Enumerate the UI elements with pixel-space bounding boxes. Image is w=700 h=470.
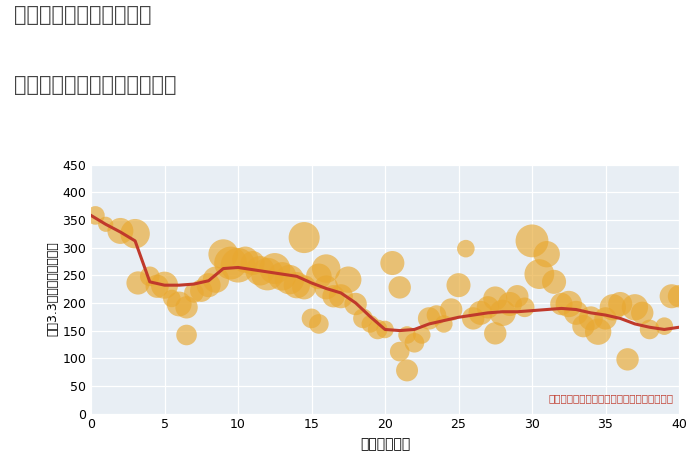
Point — [159, 282, 170, 289]
Point — [298, 234, 309, 241]
Point — [365, 320, 376, 328]
Text: 築年数別中古マンション価格: 築年数別中古マンション価格 — [14, 75, 176, 95]
Point — [402, 331, 413, 339]
Point — [541, 251, 552, 258]
Point — [115, 227, 126, 235]
Point — [144, 273, 155, 280]
Point — [372, 326, 384, 333]
Point — [386, 259, 398, 267]
Point — [615, 300, 626, 308]
Point — [585, 314, 596, 322]
Point — [100, 220, 111, 228]
Point — [358, 314, 369, 322]
Point — [262, 270, 273, 278]
Point — [130, 230, 141, 237]
Point — [453, 282, 464, 289]
Point — [188, 289, 199, 297]
Point — [225, 259, 237, 267]
Point — [298, 283, 309, 291]
Point — [556, 300, 567, 308]
Point — [203, 282, 214, 289]
Point — [475, 309, 486, 317]
Point — [578, 322, 589, 330]
Point — [570, 309, 582, 317]
Point — [482, 304, 493, 311]
Point — [431, 311, 442, 319]
Point — [629, 304, 641, 311]
Point — [409, 339, 420, 346]
Point — [446, 306, 457, 313]
Point — [167, 295, 178, 302]
Point — [608, 304, 619, 311]
Point — [314, 320, 325, 328]
Point — [181, 331, 192, 339]
Point — [335, 292, 346, 300]
Point — [247, 259, 258, 267]
Point — [350, 300, 361, 308]
Y-axis label: 坪（3.3㎡）単価（万円）: 坪（3.3㎡）単価（万円） — [46, 242, 60, 337]
Point — [394, 283, 405, 291]
Point — [549, 278, 560, 286]
Point — [600, 314, 611, 322]
Point — [239, 256, 251, 264]
Point — [666, 292, 678, 300]
Point — [132, 279, 144, 287]
Point — [416, 331, 427, 339]
Point — [195, 287, 207, 295]
Point — [269, 265, 280, 272]
Point — [306, 314, 317, 322]
Point — [526, 237, 538, 245]
Point — [504, 300, 515, 308]
Text: 大阪府ドーム前千代崎駅: 大阪府ドーム前千代崎駅 — [14, 5, 151, 25]
Point — [181, 304, 192, 311]
Point — [255, 267, 266, 274]
Point — [314, 273, 325, 280]
Point — [490, 295, 501, 302]
Point — [673, 292, 685, 300]
Point — [90, 212, 101, 219]
Text: 円の大きさは、取引のあった物件面積を示す: 円の大きさは、取引のあった物件面積を示す — [548, 394, 673, 404]
Point — [622, 356, 634, 363]
Point — [644, 326, 655, 333]
Point — [490, 329, 501, 337]
Point — [659, 322, 670, 330]
Point — [468, 314, 479, 322]
Point — [438, 320, 449, 328]
Point — [379, 326, 391, 333]
Point — [210, 276, 221, 283]
Point — [328, 292, 340, 300]
Point — [534, 270, 545, 278]
Point — [151, 282, 162, 290]
Point — [343, 276, 354, 283]
Point — [218, 251, 229, 258]
Point — [276, 273, 288, 280]
Point — [497, 309, 508, 317]
Point — [593, 328, 604, 336]
Point — [402, 367, 413, 374]
Point — [424, 314, 435, 322]
Point — [637, 309, 648, 317]
Point — [321, 283, 332, 291]
Point — [321, 265, 332, 272]
Point — [291, 282, 302, 289]
Point — [284, 276, 295, 283]
X-axis label: 築年数（年）: 築年数（年） — [360, 437, 410, 451]
Point — [461, 245, 472, 252]
Point — [174, 300, 185, 308]
Point — [512, 292, 523, 300]
Point — [232, 261, 244, 269]
Point — [394, 348, 405, 355]
Point — [519, 304, 531, 311]
Point — [563, 300, 574, 308]
